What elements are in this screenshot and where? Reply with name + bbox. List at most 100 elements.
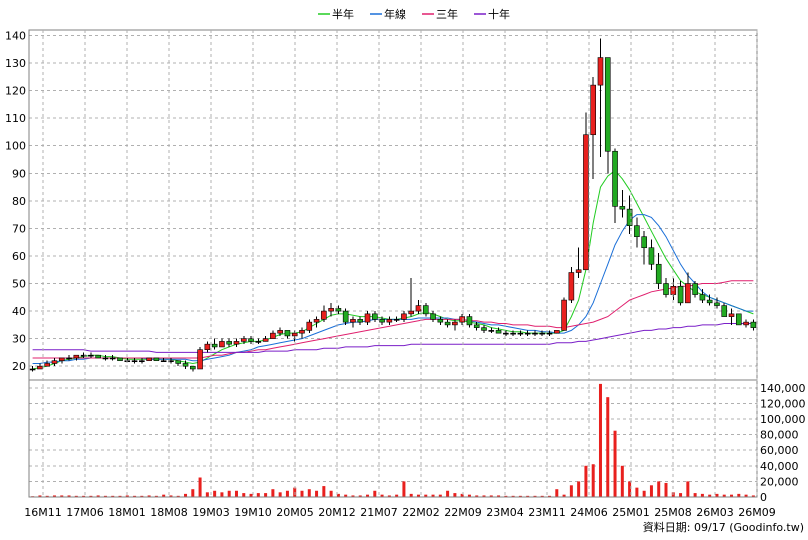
volume-bar-78 bbox=[598, 383, 602, 497]
x-tick-12: 23M11 bbox=[528, 506, 566, 519]
candle-body bbox=[575, 269, 582, 273]
volume-bar-45 bbox=[358, 495, 362, 497]
volume-bar-99 bbox=[751, 495, 755, 497]
volume-bar-17 bbox=[154, 495, 158, 497]
price-tick-5: 70 bbox=[12, 222, 26, 235]
candle-65 bbox=[503, 330, 509, 336]
volume-bar-94 bbox=[715, 493, 719, 497]
volume-bar-38 bbox=[307, 489, 311, 497]
candle-80 bbox=[612, 148, 618, 223]
candle-body bbox=[226, 341, 232, 345]
candle-body bbox=[619, 206, 626, 210]
candle-body bbox=[481, 327, 487, 331]
candle-body bbox=[51, 360, 58, 364]
candle-body bbox=[29, 368, 36, 371]
candle-11 bbox=[109, 355, 116, 361]
volume-bar-74 bbox=[569, 485, 573, 497]
candle-41 bbox=[328, 302, 334, 317]
legend-label-2: 三年 bbox=[436, 7, 458, 21]
volume-bar-12 bbox=[118, 495, 122, 497]
volume-bar-89 bbox=[679, 493, 683, 497]
volume-bar-3 bbox=[52, 495, 56, 497]
volume-bar-14 bbox=[133, 495, 137, 497]
price-tick-1: 30 bbox=[12, 333, 26, 346]
candle-93 bbox=[706, 294, 713, 306]
candle-body bbox=[590, 84, 597, 136]
x-axis: 16M11 17M06 18M01 18M08 19M03 19M10 20M05 20M12… bbox=[24, 30, 776, 519]
candle-body bbox=[58, 357, 65, 362]
candle-body bbox=[197, 349, 203, 370]
candle-37 bbox=[299, 327, 305, 339]
volume-bar-16 bbox=[147, 495, 151, 497]
volume-bar-98 bbox=[744, 494, 748, 497]
candle-body bbox=[240, 338, 247, 342]
candle-body bbox=[357, 319, 364, 323]
volume-bar-25 bbox=[213, 490, 217, 497]
volume-tick-1: 20,000 bbox=[760, 475, 799, 488]
candle-0 bbox=[29, 366, 36, 372]
candle-body bbox=[721, 305, 728, 317]
candle-71 bbox=[546, 330, 553, 336]
candle-47 bbox=[371, 311, 378, 323]
volume-bar-19 bbox=[169, 495, 173, 497]
candle-56 bbox=[437, 316, 444, 325]
candle-body bbox=[109, 357, 116, 360]
candle-34 bbox=[277, 327, 283, 336]
volume-bar-27 bbox=[227, 490, 231, 497]
candle-body bbox=[597, 57, 604, 86]
candle-body bbox=[146, 357, 152, 362]
x-tick-4: 19M03 bbox=[192, 506, 230, 519]
volume-bar-82 bbox=[628, 481, 632, 497]
candle-51 bbox=[401, 311, 407, 323]
candle-body bbox=[393, 319, 400, 321]
volume-bar-48 bbox=[380, 494, 384, 497]
volume-bar-31 bbox=[256, 493, 260, 497]
volume-bar-56 bbox=[438, 494, 442, 497]
x-tick-6: 20M05 bbox=[276, 506, 314, 519]
volume-bar-28 bbox=[234, 490, 238, 497]
volume-bar-58 bbox=[453, 493, 457, 497]
x-tick-16: 26M03 bbox=[696, 506, 734, 519]
volume-bar-49 bbox=[387, 495, 391, 497]
candle-78 bbox=[597, 38, 604, 157]
candle-48 bbox=[379, 316, 385, 325]
x-tick-1: 17M06 bbox=[66, 506, 104, 519]
volume-bar-47 bbox=[373, 490, 377, 497]
candle-body bbox=[88, 354, 94, 357]
candle-31 bbox=[255, 338, 262, 345]
candle-body bbox=[466, 316, 473, 326]
candle-body bbox=[641, 236, 647, 249]
candle-50 bbox=[393, 316, 400, 323]
candle-body bbox=[37, 365, 43, 370]
candle-63 bbox=[488, 327, 495, 334]
volume-tick-7: 140,000 bbox=[760, 382, 806, 395]
volume-bar-9 bbox=[96, 495, 100, 497]
candle-24 bbox=[204, 341, 211, 353]
volume-bar-18 bbox=[162, 494, 166, 497]
legend-label-1: 年線 bbox=[384, 7, 406, 21]
candle-22 bbox=[190, 365, 196, 372]
candle-28 bbox=[233, 338, 240, 347]
candle-75 bbox=[575, 247, 582, 279]
candle-body bbox=[255, 341, 262, 343]
x-tick-10: 22M09 bbox=[444, 506, 482, 519]
candle-82 bbox=[626, 195, 633, 234]
candle-85 bbox=[648, 239, 655, 270]
candle-10 bbox=[102, 355, 109, 361]
legend-label-3: 十年 bbox=[488, 7, 510, 21]
volume-bar-69 bbox=[533, 495, 537, 497]
volume-bar-76 bbox=[584, 465, 588, 497]
candle-body bbox=[612, 150, 618, 207]
volume-bar-32 bbox=[264, 493, 268, 497]
x-tick-2: 18M01 bbox=[108, 506, 146, 519]
candle-body bbox=[117, 357, 123, 362]
volume-bar-79 bbox=[606, 397, 610, 497]
volume-bar-13 bbox=[125, 495, 129, 497]
volume-bar-54 bbox=[424, 494, 428, 497]
candle-29 bbox=[240, 335, 247, 345]
volume-bar-51 bbox=[402, 481, 406, 497]
candle-body bbox=[386, 319, 393, 323]
candle-43 bbox=[342, 308, 349, 325]
candle-32 bbox=[262, 335, 269, 342]
volume-bar-44 bbox=[351, 495, 355, 497]
